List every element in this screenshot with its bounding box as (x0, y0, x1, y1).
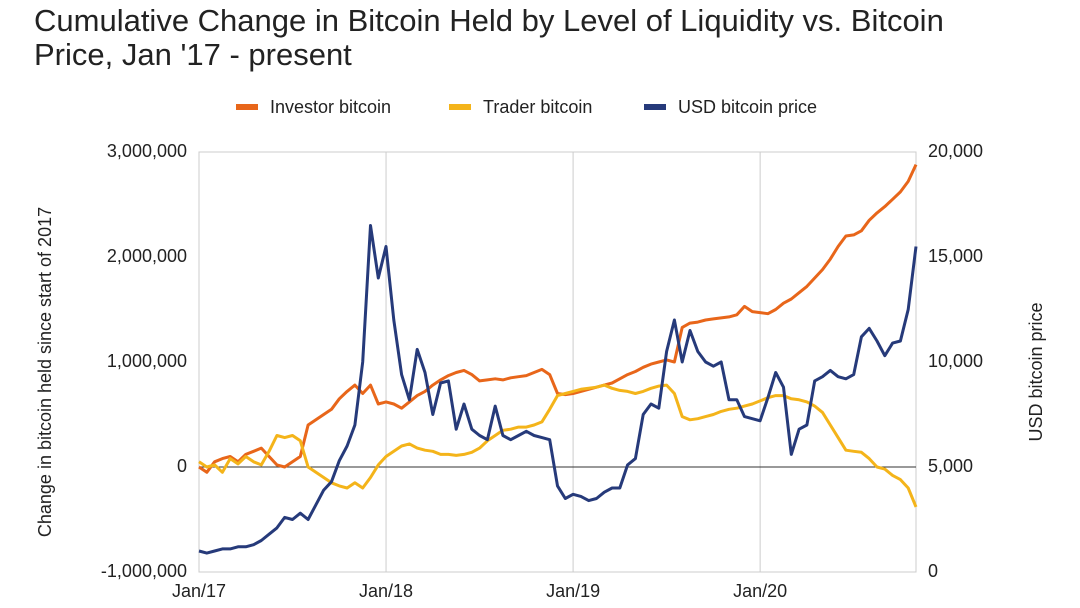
x-tick-label: Jan/17 (172, 581, 226, 601)
series-line (198, 163, 918, 474)
legend-label: USD bitcoin price (678, 97, 817, 117)
series-line (198, 383, 918, 508)
x-tick-label: Jan/18 (359, 581, 413, 601)
x-tick-label: Jan/20 (733, 581, 787, 601)
y-tick-label: 2,000,000 (107, 246, 187, 266)
x-tick-label: Jan/19 (546, 581, 600, 601)
legend-swatch (644, 104, 666, 110)
series-line (198, 224, 918, 555)
y-tick-label: 3,000,000 (107, 141, 187, 161)
chart-title: Cumulative Change in Bitcoin Held by Lev… (34, 3, 944, 72)
y2-axis-title: USD bitcoin price (1026, 302, 1046, 441)
legend-swatch (236, 104, 258, 110)
y-axis-title: Change in bitcoin held since start of 20… (35, 207, 55, 537)
y2-tick-label: 15,000 (928, 246, 983, 266)
y2-tick-label: 10,000 (928, 351, 983, 371)
y-tick-label: 0 (177, 456, 187, 476)
y-tick-label: 1,000,000 (107, 351, 187, 371)
y2-tick-label: 20,000 (928, 141, 983, 161)
y-tick-label: -1,000,000 (101, 561, 187, 581)
y2-tick-label: 5,000 (928, 456, 973, 476)
legend-label: Investor bitcoin (270, 97, 391, 117)
legend-swatch (449, 104, 471, 110)
legend-label: Trader bitcoin (483, 97, 592, 117)
y2-tick-label: 0 (928, 561, 938, 581)
plot-frame (198, 151, 917, 573)
